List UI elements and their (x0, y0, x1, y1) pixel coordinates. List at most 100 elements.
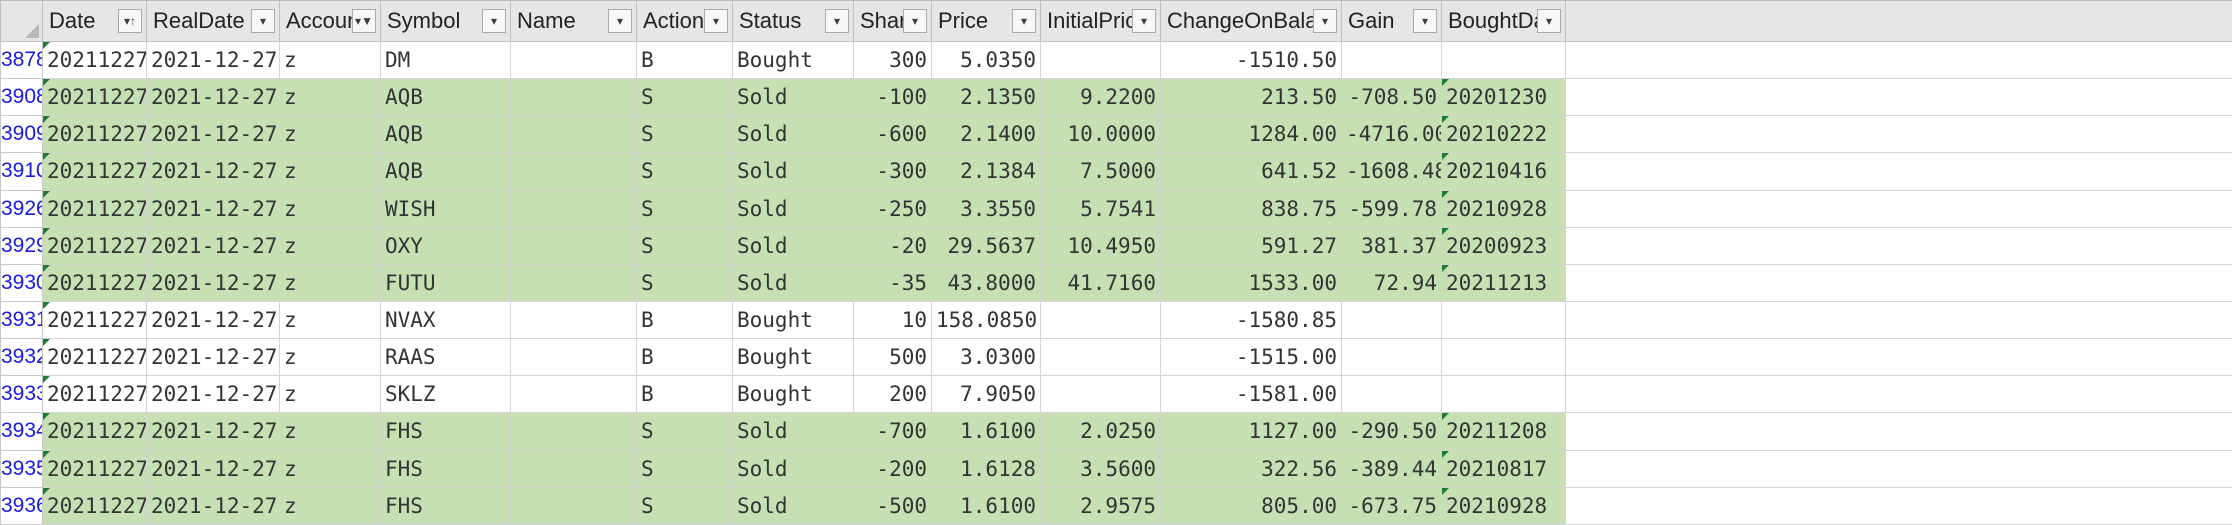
cell-empty[interactable] (1565, 263, 2232, 302)
cell-account[interactable]: z (279, 189, 381, 228)
cell-initialprice[interactable] (1040, 300, 1161, 340)
cell-share[interactable]: -20 (853, 226, 932, 265)
cell-symbol[interactable]: RAAS (380, 338, 511, 377)
cell-price[interactable]: 5.0350 (931, 40, 1041, 80)
cell-initialprice[interactable]: 41.7160 (1040, 263, 1161, 302)
cell-realdate[interactable]: 2021-12-27 (146, 300, 280, 340)
cell-price[interactable]: 3.3550 (931, 189, 1041, 228)
cell-status[interactable]: Bought (732, 338, 854, 377)
cell-changeonbalance[interactable]: 213.50 (1160, 78, 1342, 117)
cell-name[interactable] (510, 263, 637, 302)
cell-boughtdate[interactable] (1441, 300, 1566, 340)
cell-account[interactable]: z (279, 152, 381, 191)
cell-gain[interactable]: -673.75 (1341, 486, 1442, 525)
row-number[interactable]: 3909 (0, 115, 43, 154)
cell-boughtdate[interactable]: 20210928 (1441, 486, 1566, 525)
cell-boughtdate[interactable] (1441, 40, 1566, 80)
cell-realdate[interactable]: 2021-12-27 (146, 338, 280, 377)
cell-symbol[interactable]: DM (380, 40, 511, 80)
cell-initialprice[interactable]: 5.7541 (1040, 189, 1161, 228)
cell-initialprice[interactable]: 3.5600 (1040, 449, 1161, 488)
cell-realdate[interactable]: 2021-12-27 (146, 40, 280, 80)
cell-gain[interactable]: -708.50 (1341, 78, 1442, 117)
cell-date[interactable]: 20211227 (42, 152, 147, 191)
cell-gain[interactable] (1341, 375, 1442, 414)
cell-action[interactable]: S (636, 189, 733, 228)
cell-account[interactable]: z (279, 300, 381, 340)
cell-share[interactable]: -100 (853, 78, 932, 117)
cell-name[interactable] (510, 40, 637, 80)
cell-status[interactable]: Sold (732, 263, 854, 302)
cell-date[interactable]: 20211227 (42, 263, 147, 302)
cell-gain[interactable]: -1608.48 (1341, 152, 1442, 191)
cell-date[interactable]: 20211227 (42, 486, 147, 525)
cell-realdate[interactable]: 2021-12-27 (146, 375, 280, 414)
cell-share[interactable]: -300 (853, 152, 932, 191)
filter-dropdown-icon[interactable]: ▾ (1537, 9, 1561, 33)
cell-status[interactable]: Bought (732, 375, 854, 414)
cell-symbol[interactable]: AQB (380, 78, 511, 117)
cell-name[interactable] (510, 300, 637, 340)
cell-account[interactable]: z (279, 449, 381, 488)
cell-realdate[interactable]: 2021-12-27 (146, 412, 280, 451)
row-number[interactable]: 3933 (0, 375, 43, 414)
cell-symbol[interactable]: OXY (380, 226, 511, 265)
cell-changeonbalance[interactable]: 641.52 (1160, 152, 1342, 191)
cell-realdate[interactable]: 2021-12-27 (146, 449, 280, 488)
cell-boughtdate[interactable]: 20210222 (1441, 115, 1566, 154)
cell-account[interactable]: z (279, 338, 381, 377)
cell-date[interactable]: 20211227 (42, 338, 147, 377)
column-header-realdate[interactable]: RealDate ▾ (146, 0, 280, 42)
cell-name[interactable] (510, 152, 637, 191)
cell-name[interactable] (510, 189, 637, 228)
row-number[interactable]: 3930 (0, 263, 43, 302)
cell-changeonbalance[interactable]: 838.75 (1160, 189, 1342, 228)
cell-share[interactable]: -600 (853, 115, 932, 154)
cell-changeonbalance[interactable]: -1515.00 (1160, 338, 1342, 377)
cell-action[interactable]: S (636, 263, 733, 302)
row-number[interactable]: 3878 (0, 40, 43, 80)
sort-ascending-filter-icon[interactable]: ▾↑ (118, 9, 142, 33)
cell-date[interactable]: 20211227 (42, 375, 147, 414)
cell-date[interactable]: 20211227 (42, 78, 147, 117)
cell-status[interactable]: Sold (732, 486, 854, 525)
cell-boughtdate[interactable]: 20211208 (1441, 412, 1566, 451)
cell-boughtdate[interactable]: 20201230 (1441, 78, 1566, 117)
cell-gain[interactable]: 72.94 (1341, 263, 1442, 302)
cell-boughtdate[interactable]: 20210416 (1441, 152, 1566, 191)
cell-initialprice[interactable]: 2.9575 (1040, 486, 1161, 525)
cell-changeonbalance[interactable]: -1581.00 (1160, 375, 1342, 414)
cell-name[interactable] (510, 338, 637, 377)
cell-empty[interactable] (1565, 226, 2232, 265)
column-header-date[interactable]: Date ▾↑ (42, 0, 147, 42)
cell-date[interactable]: 20211227 (42, 40, 147, 80)
cell-action[interactable]: B (636, 40, 733, 80)
cell-initialprice[interactable] (1040, 375, 1161, 414)
cell-empty[interactable] (1565, 40, 2232, 80)
cell-gain[interactable]: 381.37 (1341, 226, 1442, 265)
cell-name[interactable] (510, 375, 637, 414)
cell-action[interactable]: S (636, 152, 733, 191)
cell-date[interactable]: 20211227 (42, 300, 147, 340)
cell-symbol[interactable]: WISH (380, 189, 511, 228)
cell-name[interactable] (510, 486, 637, 525)
cell-name[interactable] (510, 78, 637, 117)
cell-changeonbalance[interactable]: 1284.00 (1160, 115, 1342, 154)
empty-column-header[interactable] (1565, 0, 2232, 42)
column-header-share[interactable]: Share▾ (853, 0, 932, 42)
cell-status[interactable]: Bought (732, 40, 854, 80)
column-header-action[interactable]: Action ▾ (636, 0, 733, 42)
cell-symbol[interactable]: FHS (380, 412, 511, 451)
cell-realdate[interactable]: 2021-12-27 (146, 263, 280, 302)
cell-price[interactable]: 43.8000 (931, 263, 1041, 302)
row-number[interactable]: 3931 (0, 300, 43, 340)
row-number[interactable]: 3926 (0, 189, 43, 228)
cell-initialprice[interactable]: 10.4950 (1040, 226, 1161, 265)
cell-empty[interactable] (1565, 78, 2232, 117)
cell-action[interactable]: B (636, 375, 733, 414)
cell-boughtdate[interactable]: 20211213 (1441, 263, 1566, 302)
cell-realdate[interactable]: 2021-12-27 (146, 226, 280, 265)
column-header-status[interactable]: Status ▾ (732, 0, 854, 42)
cell-price[interactable]: 1.6100 (931, 486, 1041, 525)
cell-share[interactable]: 300 (853, 40, 932, 80)
